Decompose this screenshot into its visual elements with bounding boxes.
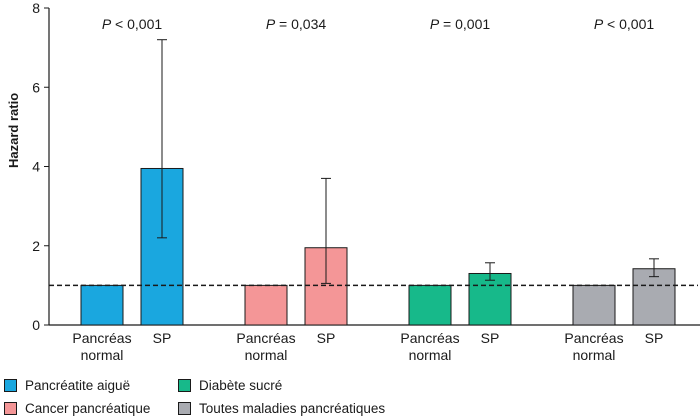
legend-item-pancreatic-cancer: Cancer pancréatique	[4, 399, 150, 417]
y-axis-title-text: Hazard ratio	[6, 92, 21, 168]
bar	[468, 272, 512, 326]
bar	[408, 284, 452, 326]
x-tick-label: Pancréas normal	[564, 330, 623, 363]
y-tick-label: 0	[32, 317, 40, 333]
bar	[80, 284, 124, 326]
x-tick-label: SP	[481, 330, 500, 346]
legend-item-acute-pancreatitis: Pancréatite aiguë	[4, 376, 130, 394]
y-tick-label: 2	[32, 238, 40, 254]
x-tick-label: SP	[153, 330, 172, 346]
legend-swatch	[4, 401, 17, 415]
legend-item-diabetes: Diabète sucré	[178, 376, 282, 394]
p-value-label: P = 0,001	[430, 16, 491, 32]
bar	[244, 284, 288, 326]
legend-label: Diabète sucré	[199, 377, 283, 393]
p-value-label: P < 0,001	[102, 16, 163, 32]
y-tick-label: 8	[32, 0, 40, 16]
bar	[572, 284, 616, 326]
legend-label: Toutes maladies pancréatiques	[199, 400, 386, 416]
legend-item-all-pancreatic-diseases: Toutes maladies pancréatiques	[178, 399, 385, 417]
legend-swatch	[178, 378, 191, 392]
legend-swatch	[4, 378, 17, 392]
x-tick-label: Pancréas normal	[400, 330, 459, 363]
bar	[632, 268, 676, 326]
y-tick-label: 4	[32, 159, 40, 175]
p-value-label: P < 0,001	[594, 16, 655, 32]
legend-label: Pancréatite aiguë	[25, 377, 131, 393]
legend: Pancréatite aiguë Cancer pancréatique Di…	[0, 374, 700, 418]
x-tick-label: SP	[645, 330, 664, 346]
x-tick-label: Pancréas normal	[236, 330, 295, 363]
p-value-label: P = 0,034	[266, 16, 327, 32]
bar-chart: 0 2 4 6 8 Pancréas normal SP P < 0,001 Pancréas no…	[32, 0, 700, 363]
y-tick-label: 6	[32, 79, 40, 95]
legend-label: Cancer pancréatique	[25, 400, 151, 416]
legend-swatch	[178, 401, 191, 415]
x-tick-label: Pancréas normal	[72, 330, 131, 363]
x-tick-label: SP	[317, 330, 336, 346]
